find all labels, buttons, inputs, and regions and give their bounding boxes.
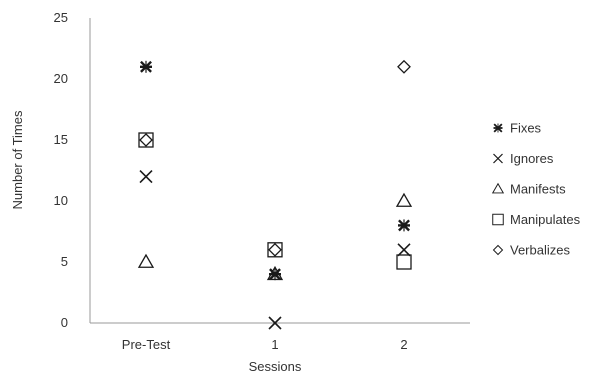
legend-symbol	[493, 123, 503, 133]
y-tick-label: 15	[54, 132, 68, 147]
x-axis-title: Sessions	[249, 359, 302, 374]
legend-label: Fixes	[510, 121, 542, 136]
data-point-diamond	[268, 242, 282, 257]
data-point-asterisk	[140, 60, 152, 73]
data-point-asterisk	[398, 219, 410, 232]
y-tick-label: 20	[54, 71, 68, 86]
data-points	[137, 59, 413, 330]
y-tick-label: 25	[54, 10, 68, 25]
legend-item: Verbalizes	[492, 243, 570, 258]
data-point-x	[397, 243, 411, 257]
legend-marker-asterisk	[493, 123, 503, 133]
x-tick-labels: Pre-Test 1 2	[122, 337, 408, 352]
legend-symbol	[492, 213, 504, 226]
legend-label: Ignores	[510, 151, 554, 166]
legend-marker-diamond	[492, 244, 504, 256]
x-tick-label: 1	[271, 337, 278, 352]
legend-item: Ignores	[493, 151, 554, 166]
data-point-diamond	[139, 133, 153, 147]
legend-label: Manifests	[510, 182, 566, 197]
legend-marker-square	[492, 213, 504, 226]
legend-marker-triangle	[491, 182, 505, 194]
x-tick-label: 2	[400, 337, 407, 352]
legend-label: Verbalizes	[510, 243, 570, 258]
data-point-x	[139, 170, 153, 184]
y-tick-label: 5	[61, 254, 68, 269]
data-point-diamond	[397, 59, 411, 74]
data-point-triangle	[266, 265, 284, 281]
x-tick-label: Pre-Test	[122, 337, 171, 352]
legend-symbol	[492, 244, 504, 256]
legend-item: Manifests	[491, 182, 566, 197]
data-point-square	[267, 242, 283, 258]
legend-symbol	[491, 182, 505, 194]
legend-marker-x	[493, 153, 503, 164]
legend: Fixes Ignores Manifests Manipulates Verbaliz…	[491, 121, 581, 258]
y-tick-label: 0	[61, 315, 68, 330]
legend-symbol	[493, 153, 503, 164]
data-point-square	[138, 132, 154, 148]
y-tick-label: 10	[54, 193, 68, 208]
data-point-triangle	[137, 253, 155, 268]
y-tick-labels: 0 5 10 15 20 25	[54, 10, 68, 330]
data-point-square	[396, 254, 412, 270]
y-axis-title: Number of Times	[10, 110, 25, 209]
legend-label: Manipulates	[510, 212, 581, 227]
data-point-x	[268, 316, 282, 330]
legend-item: Manipulates	[492, 212, 581, 227]
data-point-triangle	[395, 192, 413, 207]
legend-item: Fixes	[493, 121, 542, 136]
